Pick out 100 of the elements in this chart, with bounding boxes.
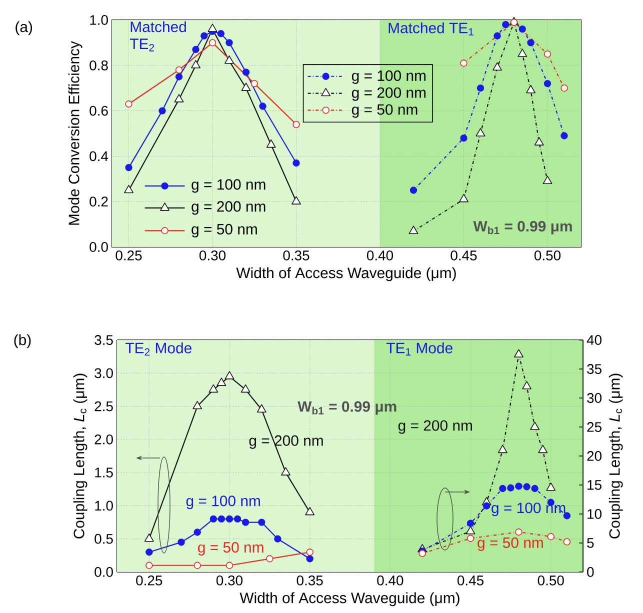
text: (b)	[14, 334, 31, 348]
y2-tick-label: 5	[587, 538, 594, 548]
point	[178, 538, 185, 546]
point	[306, 548, 314, 556]
y2-tick-label: 0	[587, 567, 594, 577]
y2-tick-label: 15	[588, 480, 602, 490]
point	[292, 196, 301, 204]
y-tick-label: 0.4	[90, 151, 108, 162]
x-tick-label: 0.50	[538, 576, 564, 586]
point	[191, 60, 200, 68]
x-tick-label: 0.35	[283, 250, 310, 260]
point	[192, 46, 200, 54]
y2-tick-label: 35	[587, 364, 602, 374]
point	[515, 528, 522, 536]
point	[241, 82, 251, 91]
y-tick-label: 3.0	[94, 368, 113, 378]
point	[502, 20, 510, 28]
point	[518, 48, 528, 57]
y-tick-label: 0.6	[90, 106, 108, 116]
point	[494, 32, 501, 40]
y2-axis-title: Coupling Length, L$_{c}$ (μm)	[608, 374, 623, 538]
series-label: g = 50 nm	[198, 542, 264, 556]
point	[563, 538, 571, 546]
point	[216, 378, 226, 386]
point	[514, 349, 524, 358]
point	[210, 515, 217, 523]
point	[507, 484, 514, 492]
text: g = 200 nm	[398, 420, 472, 434]
y-tick-label: 1.0	[90, 15, 108, 25]
point	[483, 502, 490, 510]
x-tick-label: 0.25	[116, 250, 142, 260]
point	[523, 483, 530, 490]
legend-label: g = 200 nm	[192, 201, 266, 215]
point	[224, 371, 234, 380]
point	[158, 107, 166, 114]
point	[208, 24, 218, 32]
point	[498, 444, 508, 454]
point	[174, 94, 184, 102]
point	[466, 520, 474, 527]
annotation: TE$_{1}$ Mode	[386, 342, 452, 356]
x-tick-label: 0.30	[199, 250, 226, 260]
legend-label: g = 50 nm	[352, 104, 418, 118]
point	[515, 482, 522, 490]
point	[547, 533, 554, 540]
x-tick-label: 0.40	[377, 576, 404, 586]
point	[560, 132, 568, 140]
point	[242, 518, 250, 526]
annotation: W$_{b1}$ = 0.99 μm	[473, 220, 572, 234]
point	[563, 512, 571, 520]
y-tick-label: 0.0	[94, 567, 113, 577]
point	[518, 25, 526, 33]
text: (a)	[16, 21, 32, 36]
annotation: TE$_{2}$ Mode	[126, 342, 192, 356]
point	[534, 137, 544, 146]
point	[459, 194, 468, 202]
y-tick-label: 0.8	[90, 60, 108, 70]
point	[175, 73, 183, 80]
x-axis-title: Width of Access Waveguide (μm)	[236, 267, 456, 282]
y2-tick-label: 40	[586, 335, 602, 345]
y-tick-label: 2.5	[94, 401, 113, 412]
x-tick-label: 0.25	[136, 576, 162, 586]
point	[218, 515, 226, 523]
point	[546, 482, 556, 491]
y-tick-label: 2.0	[94, 434, 113, 444]
point	[144, 533, 154, 542]
point	[175, 66, 183, 74]
point	[292, 120, 300, 128]
annotation: W$_{b1}$ = 0.99 μm	[298, 401, 396, 415]
point	[124, 184, 134, 194]
x-tick-label: 0.50	[534, 250, 561, 260]
point	[234, 515, 242, 523]
point	[259, 102, 266, 110]
point	[217, 30, 224, 38]
y2-tick-label: 10	[588, 509, 602, 519]
point	[146, 562, 153, 569]
point	[476, 128, 486, 136]
point	[522, 381, 532, 390]
point	[226, 515, 234, 523]
point	[410, 186, 418, 194]
point	[266, 555, 274, 562]
y2-tick-label: 25	[587, 422, 602, 432]
y-tick-label: 1.0	[95, 500, 113, 511]
y-tick-label: 1.5	[95, 468, 113, 478]
y2-tick-label: 30	[587, 393, 602, 403]
point	[146, 548, 153, 556]
point	[418, 550, 426, 558]
x-tick-label: 0.45	[450, 250, 477, 260]
point	[531, 484, 538, 492]
point	[492, 62, 502, 71]
y2-tick-label: 20	[587, 451, 602, 461]
y-tick-label: 0.2	[90, 196, 108, 207]
legend-label: g = 50 nm	[192, 224, 257, 238]
x-tick-label: 0.30	[216, 576, 243, 586]
legend-label: g = 200 nm	[352, 87, 426, 101]
point	[306, 555, 314, 562]
point	[499, 484, 506, 492]
point	[208, 39, 216, 46]
point	[242, 68, 250, 76]
series-label: g = 50 nm	[478, 537, 543, 551]
series-label: g = 100 nm	[492, 502, 566, 516]
